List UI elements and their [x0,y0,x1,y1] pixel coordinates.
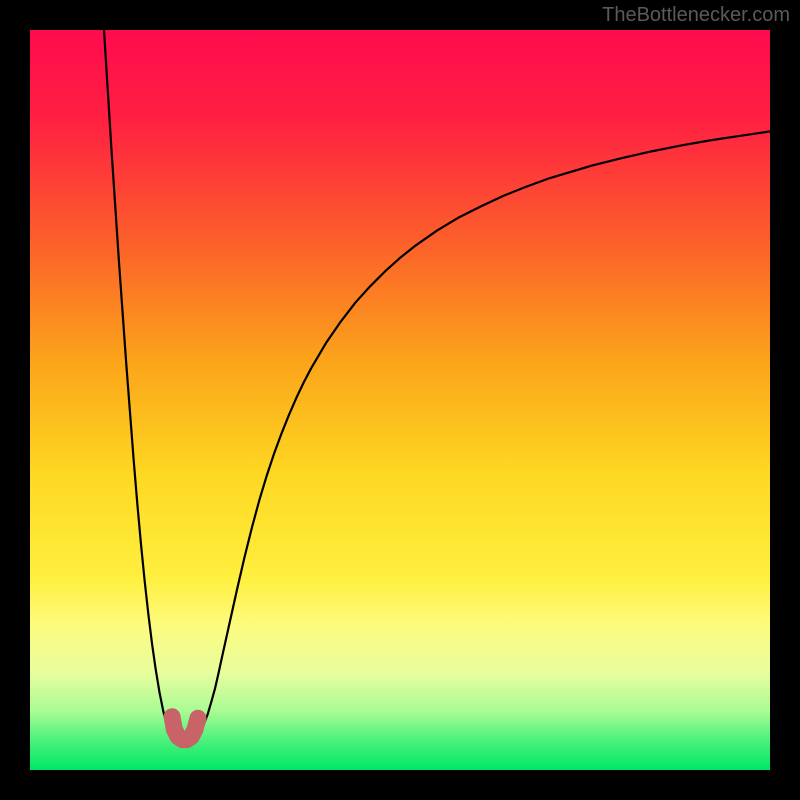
bottleneck-chart [0,0,800,800]
chart-container: TheBottlenecker.com [0,0,800,800]
watermark-text: TheBottlenecker.com [602,4,790,27]
gradient-background [30,30,770,770]
